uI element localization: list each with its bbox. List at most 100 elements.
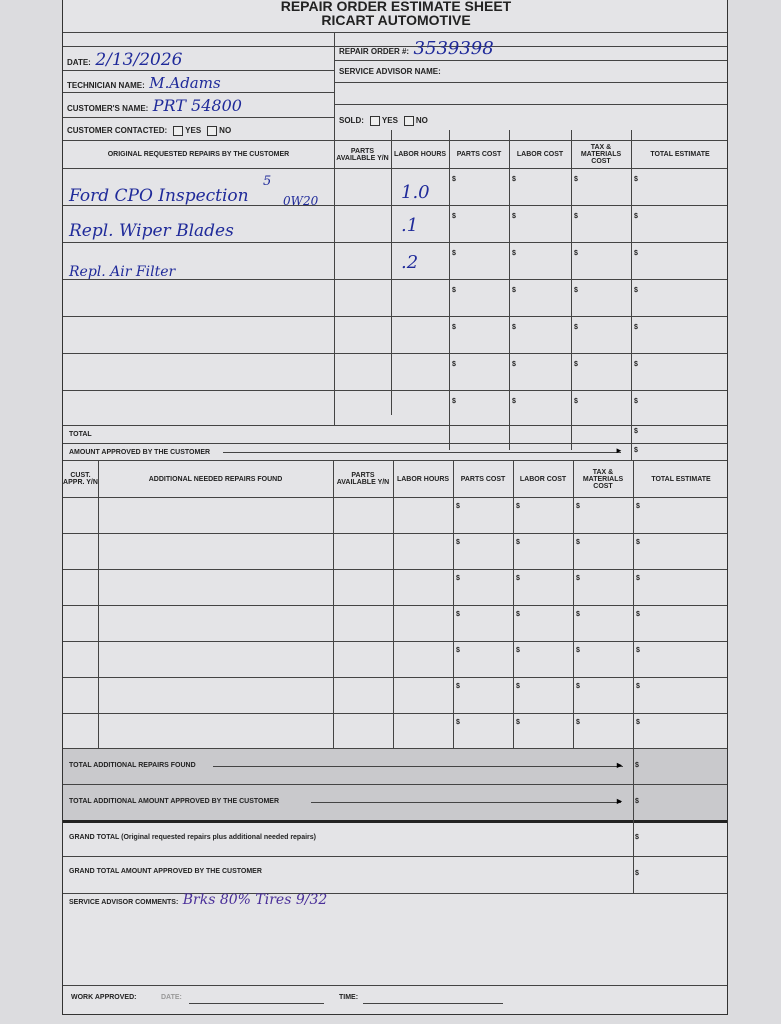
currency-symbol: $: [634, 428, 638, 435]
currency-symbol: $: [516, 683, 520, 690]
column-header: ADDITIONAL NEEDED REPAIRS FOUND: [148, 475, 283, 483]
currency-symbol: $: [452, 324, 456, 331]
grand-total-label: GRAND TOTAL (Original requested repairs …: [69, 834, 316, 841]
technician-field[interactable]: TECHNICIAN NAME: M.Adams: [67, 74, 221, 93]
currency-symbol: $: [635, 798, 639, 805]
table-row[interactable]: $ $ $ $: [63, 605, 729, 641]
repair-order-form: REPAIR ORDER ESTIMATE SHEET RICART AUTOM…: [62, 0, 728, 1015]
table-row[interactable]: $ $ $ $: [63, 533, 729, 569]
currency-symbol: $: [576, 611, 580, 618]
currency-symbol: $: [456, 647, 460, 654]
column-header: PARTS COST: [456, 151, 502, 158]
row-divider: [63, 713, 727, 714]
labor-hours: 1.0: [401, 182, 430, 203]
table-row[interactable]: $ $ $ $: [63, 390, 729, 425]
column-header: CUST. APPR. Y/N: [63, 472, 98, 486]
row-divider: [63, 205, 727, 206]
currency-symbol: $: [634, 213, 638, 220]
column-header: LABOR HOURS: [396, 475, 450, 483]
contacted-yes-checkbox[interactable]: [173, 126, 184, 136]
table-row[interactable]: $ $ $ $: [63, 316, 729, 353]
currency-symbol: $: [516, 719, 520, 726]
table-row[interactable]: $ $ $ $: [63, 713, 729, 749]
currency-symbol: $: [634, 287, 638, 294]
currency-symbol: $: [634, 176, 638, 183]
row-divider: [63, 443, 727, 444]
currency-symbol: $: [636, 611, 640, 618]
table-row[interactable]: $ $ $ $: [63, 497, 729, 533]
column-divider: [571, 130, 572, 450]
column-divider: [98, 460, 99, 748]
column-header: LABOR COST: [516, 151, 564, 158]
row-divider: [63, 677, 727, 678]
repair-description: Repl. Air Filter: [69, 264, 176, 280]
table-row[interactable]: $ $ $ $: [63, 279, 729, 316]
table-row[interactable]: $ $ $ $ Repl. Wiper Blades .1: [63, 205, 729, 242]
currency-symbol: $: [512, 213, 516, 220]
column-header: PARTS AVAILABLE Y/N: [336, 472, 390, 486]
column-header: LABOR HOURS: [393, 151, 447, 158]
date-field[interactable]: DATE: 2/13/2026: [67, 50, 182, 70]
date-line-label: DATE:: [161, 994, 182, 1001]
row-divider: [63, 425, 727, 426]
time-line[interactable]: [363, 1003, 503, 1004]
total-additional-approved-label: TOTAL ADDITIONAL AMOUNT APPROVED BY THE …: [69, 798, 280, 805]
currency-symbol: $: [574, 213, 578, 220]
column-divider: [393, 460, 394, 748]
technician-label: TECHNICIAN NAME:: [67, 81, 145, 90]
table-row[interactable]: $ $ $ $ Repl. Air Filter .2: [63, 242, 729, 280]
column-divider: [573, 460, 574, 748]
row-divider: [63, 641, 727, 642]
company-name: RICART AUTOMOTIVE: [321, 12, 471, 28]
table-row[interactable]: $ $ $ $: [63, 569, 729, 605]
sold-no-checkbox[interactable]: [403, 116, 414, 126]
sold-yes-checkbox[interactable]: [369, 116, 380, 126]
table-row[interactable]: $ $ $ $: [63, 677, 729, 713]
currency-symbol: $: [634, 398, 638, 405]
column-divider: [509, 130, 510, 450]
column-divider: [453, 460, 454, 748]
currency-symbol: $: [456, 575, 460, 582]
column-divider: [631, 425, 632, 460]
contacted-no-checkbox[interactable]: [207, 126, 218, 136]
column-header: ORIGINAL REQUESTED REPAIRS BY THE CUSTOM…: [107, 151, 290, 158]
row-divider: [63, 533, 727, 534]
currency-symbol: $: [634, 361, 638, 368]
table-row[interactable]: $ $ $ $: [63, 641, 729, 677]
ro-label: REPAIR ORDER #:: [339, 47, 410, 56]
currency-symbol: $: [636, 539, 640, 546]
currency-symbol: $: [512, 176, 516, 183]
arrow-line: [223, 452, 621, 453]
column-header: LABOR COST: [519, 475, 567, 483]
currency-symbol: $: [512, 287, 516, 294]
repair-order-field[interactable]: REPAIR ORDER #: 3539398: [339, 38, 494, 59]
technician-value: M.Adams: [149, 74, 221, 92]
total-label: TOTAL: [69, 431, 92, 438]
currency-symbol: $: [512, 324, 516, 331]
customer-field[interactable]: CUSTOMER'S NAME: PRT 54800: [67, 96, 242, 116]
date-line[interactable]: [189, 1003, 324, 1004]
column-header: TOTAL ESTIMATE: [650, 151, 710, 158]
no-label: NO: [219, 126, 232, 136]
repair-description: Repl. Wiper Blades: [69, 221, 234, 241]
currency-symbol: $: [516, 647, 520, 654]
arrow-icon: ►: [615, 760, 624, 770]
row-divider: [63, 279, 727, 280]
row-divider: [63, 605, 727, 606]
column-header: TOTAL ESTIMATE: [651, 475, 711, 483]
customer-label: CUSTOMER'S NAME:: [67, 104, 149, 113]
comments-label: SERVICE ADVISOR COMMENTS:: [69, 899, 179, 906]
table-row[interactable]: $ $ $ $: [63, 353, 729, 390]
currency-symbol: $: [635, 762, 639, 769]
table-row[interactable]: $ $ $ $ Ford CPO Inspection 1.0 0W20 5: [63, 168, 729, 208]
row-divider: [63, 569, 727, 570]
currency-symbol: $: [576, 719, 580, 726]
oil-spec-note: 0W20: [283, 194, 319, 208]
column-header: PARTS AVAILABLE Y/N: [336, 147, 389, 162]
currency-symbol: $: [576, 503, 580, 510]
repair-description: Ford CPO Inspection: [69, 186, 249, 206]
currency-symbol: $: [576, 575, 580, 582]
currency-symbol: $: [574, 250, 578, 257]
comments-field[interactable]: SERVICE ADVISOR COMMENTS: Brks 80% Tires…: [69, 891, 327, 909]
yes-label: YES: [185, 126, 202, 136]
